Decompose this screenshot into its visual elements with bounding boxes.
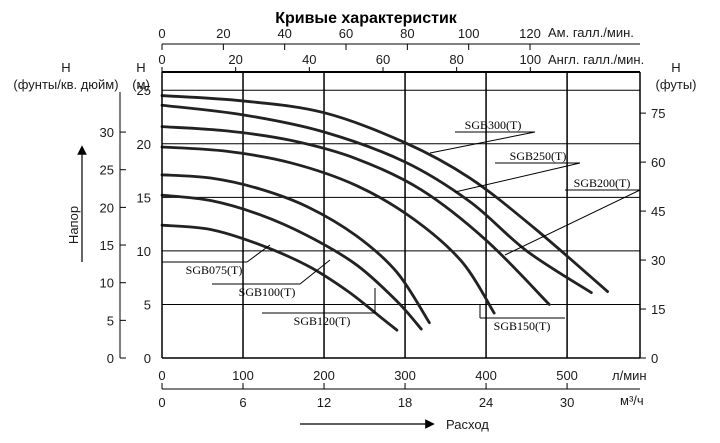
y-tick-label-ft: 60	[651, 155, 665, 170]
series-label: SGB300(T)	[465, 118, 522, 132]
x-tick-label-imp-gpm: 40	[302, 52, 316, 67]
x-tick-label-imp-gpm: 80	[449, 52, 463, 67]
x-unit-m3h: м³/ч	[620, 393, 644, 408]
x-tick-label-lpm: 0	[158, 368, 165, 383]
imp-gpm-label: Англ. галл./мин.	[548, 52, 644, 67]
x-tick-label-imp-gpm: 20	[228, 52, 242, 67]
series-label: SGB200(T)	[574, 176, 631, 190]
x-tick-label-lpm: 100	[232, 368, 254, 383]
x-tick-label-m3h: 6	[239, 395, 246, 410]
y-tick-label-m: 0	[144, 351, 151, 366]
x-tick-label-us-gpm: 120	[519, 26, 541, 41]
y-tick-label-m: 15	[137, 190, 151, 205]
series-label-leader	[429, 131, 536, 154]
m-axis-label: H	[136, 60, 145, 75]
series-label: SGB250(T)	[510, 149, 567, 163]
x-tick-label-lpm: 400	[475, 368, 497, 383]
curve-sgb120(t)	[160, 173, 431, 325]
series-label: SGB100(T)	[239, 285, 296, 299]
ft-axis-label: H	[671, 60, 680, 75]
ft-axis-unit: (футы)	[655, 77, 696, 92]
x-tick-label-m3h: 0	[158, 395, 165, 410]
curve-sgb250(t)	[160, 103, 593, 295]
x-tick-label-m3h: 18	[398, 395, 412, 410]
x-tick-label-us-gpm: 20	[216, 26, 230, 41]
y-tick-label-psi: 20	[100, 200, 114, 215]
series-label-leader	[504, 189, 641, 256]
y-tick-label-psi: 5	[107, 313, 114, 328]
y-tick-label-m: 10	[137, 244, 151, 259]
curve-sgb100(t)	[160, 193, 423, 331]
x-tick-label-us-gpm: 60	[339, 26, 353, 41]
x-tick-label-m3h: 24	[479, 395, 493, 410]
series-label-leader	[299, 259, 331, 285]
us-gpm-label: Ам. галл./мин.	[548, 25, 634, 40]
curve-sgb200(t)	[160, 125, 551, 306]
x-tick-label-us-gpm: 0	[158, 26, 165, 41]
y-tick-label-psi: 15	[100, 238, 114, 253]
x-tick-label-lpm: 200	[313, 368, 335, 383]
x-tick-label-imp-gpm: 0	[158, 52, 165, 67]
y-tick-label-ft: 75	[651, 106, 665, 121]
x-tick-label-imp-gpm: 100	[519, 52, 541, 67]
y-tick-label-psi: 30	[100, 125, 114, 140]
curve-sgb300(t)	[160, 94, 609, 293]
chart-title: Кривые характеристик	[275, 10, 458, 27]
y-tick-label-ft: 15	[651, 302, 665, 317]
x-tick-label-lpm: 500	[556, 368, 578, 383]
series-label: SGB075(T)	[186, 263, 243, 277]
series-label: SGB120(T)	[294, 314, 351, 328]
y-tick-label-psi: 25	[100, 163, 114, 178]
y-tick-label-ft: 45	[651, 204, 665, 219]
y-tick-label-ft: 30	[651, 253, 665, 268]
x-unit-lpm: л/мин	[612, 368, 647, 383]
x-tick-label-us-gpm: 80	[400, 26, 414, 41]
series-label-leader	[454, 162, 581, 193]
m-axis-unit: (м)	[132, 77, 150, 92]
curve-sgb150(t)	[160, 145, 496, 315]
x-tick-label-m3h: 12	[317, 395, 331, 410]
x-tick-label-m3h: 30	[560, 395, 574, 410]
x-tick-label-imp-gpm: 60	[376, 52, 390, 67]
x-tick-label-us-gpm: 100	[458, 26, 480, 41]
x-axis-title: Расход	[446, 417, 489, 432]
psi-axis-label: H	[61, 60, 70, 75]
x-tick-label-lpm: 300	[394, 368, 416, 383]
y-tick-label-m: 20	[137, 137, 151, 152]
series-label: SGB150(T)	[494, 319, 551, 333]
x-tick-label-us-gpm: 40	[277, 26, 291, 41]
y-tick-label-ft: 0	[651, 351, 658, 366]
psi-axis-unit: (фунты/кв. дюйм)	[13, 77, 118, 92]
y-tick-label-m: 25	[137, 83, 151, 98]
y-axis-title: Напор	[66, 206, 81, 244]
series-label-leader	[246, 244, 271, 263]
curve-sgb075(t)	[160, 223, 399, 332]
y-tick-label-psi: 0	[107, 351, 114, 366]
y-tick-label-psi: 10	[100, 276, 114, 291]
y-tick-label-m: 5	[144, 297, 151, 312]
